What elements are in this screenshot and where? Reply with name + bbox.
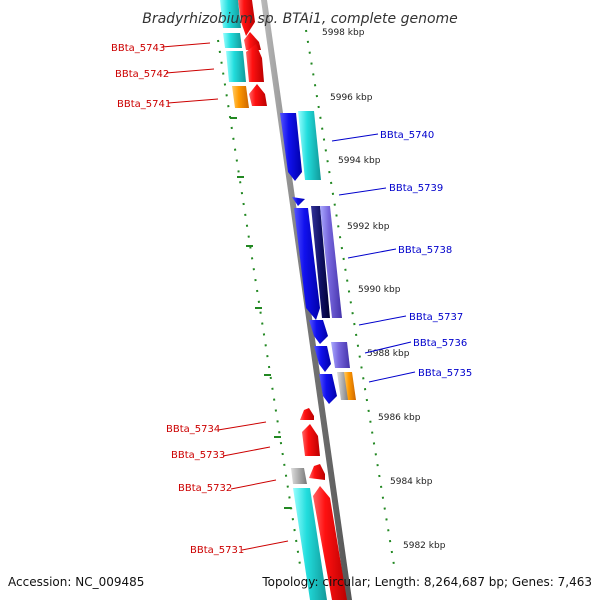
label-leader-lines (161, 42, 416, 551)
gene-arrow-5742-homolog-b[interactable] (226, 51, 246, 82)
gene-arrow-bbta-5732[interactable] (309, 464, 325, 480)
gene-arrow-5740-homolog[interactable] (298, 111, 321, 180)
tick-label-5988: 5988 kbp (367, 349, 410, 359)
gene-arrow-bbta-5737[interactable] (309, 320, 328, 344)
tick-labels: 5998 kbp 5996 kbp 5994 kbp 5992 kbp 5990… (322, 28, 446, 551)
accession-text: Accession: NC_009485 (8, 575, 144, 589)
tick-label-5982: 5982 kbp (403, 541, 446, 551)
forward-strand-features-bottom (291, 408, 347, 600)
reverse-strand-features (280, 111, 356, 404)
gene-label-bbta-5742[interactable]: BBta_5742 (115, 69, 169, 80)
tick-label-5992: 5992 kbp (347, 222, 390, 232)
gene-arrow-bbta-5738[interactable] (294, 208, 320, 320)
gene-label-bbta-5741[interactable]: BBta_5741 (117, 99, 171, 110)
gene-label-bbta-5738[interactable]: BBta_5738 (398, 245, 452, 256)
gene-arrow-bbta-5734[interactable] (300, 408, 314, 420)
tick-label-5986: 5986 kbp (378, 413, 421, 423)
gene-label-bbta-5740[interactable]: BBta_5740 (380, 130, 434, 141)
tick-label-5996: 5996 kbp (330, 93, 373, 103)
gene-arrow-5743-homolog[interactable] (220, 0, 241, 28)
gene-arrow-bbta-5742[interactable] (246, 44, 264, 82)
gene-label-bbta-5737[interactable]: BBta_5737 (409, 312, 463, 323)
tick-label-5998: 5998 kbp (322, 28, 365, 38)
gene-label-bbta-5743[interactable]: BBta_5743 (111, 43, 165, 54)
gene-arrow-bbta-5739[interactable] (292, 197, 305, 206)
gene-label-bbta-5735[interactable]: BBta_5735 (418, 368, 472, 379)
gene-arrow-5732-homolog[interactable] (291, 468, 307, 484)
outer-tick-ruler (305, 29, 395, 566)
gene-arrow-bbta-5741[interactable] (249, 84, 267, 106)
gene-arrow-5738-homolog-a[interactable] (311, 206, 330, 318)
gene-label-bbta-5732[interactable]: BBta_5732 (178, 483, 232, 494)
gene-arrow-5736-homolog[interactable] (331, 342, 350, 368)
gene-label-bbta-5731[interactable]: BBta_5731 (190, 545, 244, 556)
gene-arrow-bbta-5733[interactable] (302, 424, 320, 456)
gene-label-bbta-5739[interactable]: BBta_5739 (389, 183, 443, 194)
gene-arrow-bbta-5735[interactable] (319, 374, 337, 404)
inner-tick-ruler (217, 39, 301, 566)
gene-arrow-bbta-5743[interactable] (238, 0, 255, 36)
inner-ruler-marks (230, 117, 291, 509)
gene-label-bbta-5734[interactable]: BBta_5734 (166, 424, 220, 435)
gene-arrow-5735-homolog-orange[interactable] (344, 372, 356, 400)
gene-arrow-bbta-5731[interactable] (313, 486, 347, 600)
gene-arrow-bbta-5740[interactable] (280, 113, 302, 181)
gene-arrow-5742-homolog-a[interactable] (223, 33, 242, 48)
forward-strand-features-top (220, 0, 249, 108)
tick-label-5994: 5994 kbp (338, 156, 381, 166)
tick-label-5990: 5990 kbp (358, 285, 401, 295)
gene-label-bbta-5733[interactable]: BBta_5733 (171, 450, 225, 461)
gene-arrow-bbta-5736[interactable] (314, 346, 331, 372)
gene-labels: BBta_5743 BBta_5742 BBta_5741 BBta_5740 … (111, 43, 472, 556)
gene-arrow-5731-homolog[interactable] (293, 488, 327, 600)
forward-strand-arrows-top (238, 0, 267, 106)
gene-arrow-5738-homolog-b[interactable] (320, 206, 342, 318)
gene-arrow-5741-homolog[interactable] (232, 86, 249, 108)
map-title: Bradyrhizobium sp. BTAi1, complete genom… (142, 11, 458, 27)
gene-label-bbta-5736[interactable]: BBta_5736 (413, 338, 467, 349)
tick-label-5984: 5984 kbp (390, 477, 433, 487)
genome-summary-text: Topology: circular; Length: 8,264,687 bp… (261, 575, 592, 589)
gene-arrow-bbta-5743b[interactable] (244, 32, 261, 50)
